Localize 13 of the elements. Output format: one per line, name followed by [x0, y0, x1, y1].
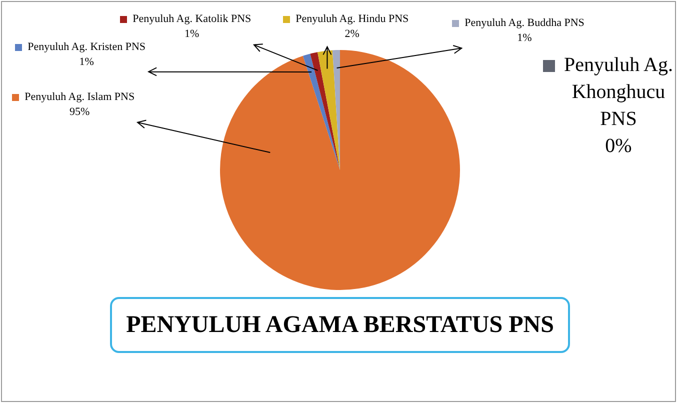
- data-label: 1%: [184, 26, 200, 42]
- legend-label: Penyuluh Ag. Islam PNS: [24, 90, 135, 105]
- legend-label: Penyuluh Ag. Katolik PNS: [132, 12, 252, 27]
- data-label: 95%: [68, 104, 91, 120]
- data-label: 1%: [78, 54, 95, 70]
- legend-label: Penyuluh Ag. Hindu PNS: [296, 12, 409, 27]
- data-label: 1%: [516, 30, 533, 46]
- legend-label: Penyuluh Ag. Kristen PNS: [28, 40, 146, 55]
- text: 0%: [605, 135, 632, 157]
- text: PENYULUH AGAMA BERSTATUS PNS: [110, 297, 570, 353]
- legend-label: Penyuluh Ag. Buddha PNS: [464, 16, 584, 31]
- legend-label: Penyuluh Ag. Khonghucu PNS: [563, 53, 674, 132]
- data-label: 2%: [344, 26, 360, 42]
